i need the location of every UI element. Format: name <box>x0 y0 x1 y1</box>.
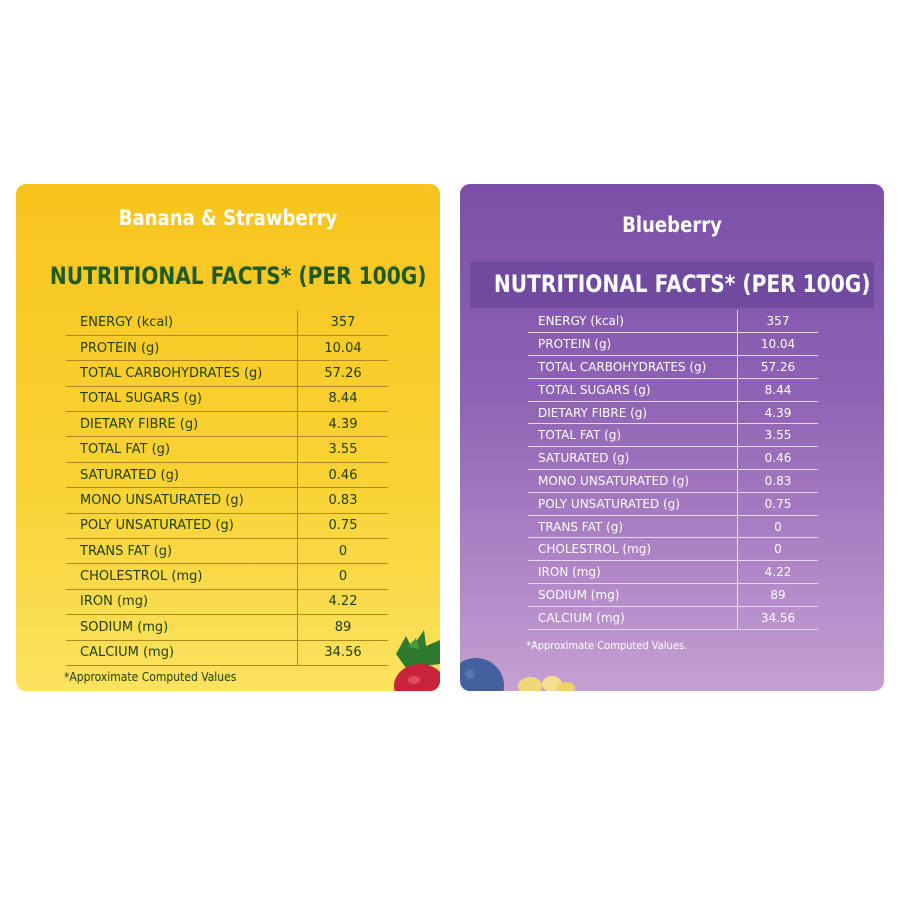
nutrient-label: CHOLESTROL (mg) <box>528 537 738 562</box>
footnote: *Approximate Computed Values. <box>526 639 688 652</box>
nutrient-label: MONO UNSATURATED (g) <box>66 487 298 514</box>
nutrient-value: 0.83 <box>297 487 388 514</box>
nutrient-label: PROTEIN (g) <box>528 332 738 357</box>
nutrient-label: CALCIUM (mg) <box>66 640 298 666</box>
table-row: ENERGY (kcal) 357 <box>66 310 388 336</box>
nutrient-value: 4.22 <box>297 589 388 616</box>
nutrient-value: 0 <box>737 515 818 539</box>
nutrient-label: TOTAL SUGARS (g) <box>66 386 298 413</box>
table-row: SODIUM (mg) 89 <box>528 583 818 607</box>
table-row: POLY UNSATURATED (g) 0.75 <box>528 492 818 516</box>
nutrition-table: ENERGY (kcal) 357 PROTEIN (g) 10.04 TOTAL CA… <box>528 310 818 630</box>
table-row: POLY UNSATURATED (g) 0.75 <box>66 513 388 540</box>
table-row: TOTAL FAT (g) 3.55 <box>528 423 818 448</box>
blueberry-icon <box>460 658 504 691</box>
nutrient-value: 57.26 <box>737 355 818 379</box>
strawberry-icon <box>394 630 440 691</box>
nutrient-label: SATURATED (g) <box>66 462 298 489</box>
table-row: SATURATED (g) 0.46 <box>66 462 388 489</box>
card-title: Blueberry <box>622 213 722 237</box>
table-row: IRON (mg) 4.22 <box>528 560 818 585</box>
nutrient-value: 89 <box>297 614 388 641</box>
nutrient-value: 3.55 <box>737 423 818 448</box>
nutrient-value: 89 <box>737 583 818 607</box>
nutrient-label: DIETARY FIBRE (g) <box>528 401 738 425</box>
nutrition-heading: NUTRITIONAL FACTS* (PER 100G) <box>49 262 427 290</box>
nutrient-label: ENERGY (kcal) <box>528 310 738 334</box>
table-row: TOTAL FAT (g) 3.55 <box>66 436 388 463</box>
nutrient-value: 4.39 <box>737 401 818 425</box>
nutrient-value: 0 <box>297 563 388 590</box>
footnote: *Approximate Computed Values <box>64 670 237 684</box>
table-row: PROTEIN (g) 10.04 <box>66 335 388 362</box>
nutrient-value: 10.04 <box>297 335 388 362</box>
nutrient-label: TRANS FAT (g) <box>66 538 298 565</box>
nutrient-value: 0 <box>297 538 388 565</box>
table-row: CHOLESTROL (mg) 0 <box>528 537 818 562</box>
nutrient-label: TOTAL FAT (g) <box>66 436 298 463</box>
card-title: Banana & Strawberry <box>118 206 338 230</box>
nutrient-label: ENERGY (kcal) <box>66 310 298 336</box>
nutrient-value: 8.44 <box>737 378 818 402</box>
nutrient-value: 0.75 <box>737 492 818 516</box>
cereal-puff-icon <box>518 676 575 691</box>
nutrient-label: SODIUM (mg) <box>66 614 298 641</box>
nutrient-value: 3.55 <box>297 436 388 463</box>
nutrient-value: 8.44 <box>297 386 388 413</box>
nutrient-label: TOTAL FAT (g) <box>528 423 738 448</box>
nutrient-value: 0.83 <box>737 469 818 493</box>
nutrient-label: CHOLESTROL (mg) <box>66 563 298 590</box>
nutrient-label: TOTAL CARBOHYDRATES (g) <box>66 360 298 387</box>
nutrient-label: POLY UNSATURATED (g) <box>528 492 738 516</box>
nutrient-label: SODIUM (mg) <box>528 583 738 607</box>
nutrient-label: CALCIUM (mg) <box>528 606 738 630</box>
table-row: TOTAL CARBOHYDRATES (g) 57.26 <box>66 360 388 387</box>
nutrient-value: 57.26 <box>297 360 388 387</box>
nutrient-value: 4.22 <box>737 560 818 585</box>
table-row: MONO UNSATURATED (g) 0.83 <box>528 469 818 493</box>
table-row: CHOLESTROL (mg) 0 <box>66 563 388 590</box>
table-row: SODIUM (mg) 89 <box>66 614 388 641</box>
nutrient-value: 34.56 <box>737 606 818 630</box>
banana-strawberry-card: Banana & Strawberry NUTRITIONAL FACTS* (… <box>16 184 440 691</box>
table-row: TRANS FAT (g) 0 <box>66 538 388 565</box>
table-row: DIETARY FIBRE (g) 4.39 <box>66 411 388 438</box>
nutrient-label: TRANS FAT (g) <box>528 515 738 539</box>
table-row: TOTAL CARBOHYDRATES (g) 57.26 <box>528 355 818 379</box>
table-row: MONO UNSATURATED (g) 0.83 <box>66 487 388 514</box>
table-row: DIETARY FIBRE (g) 4.39 <box>528 401 818 425</box>
table-row: IRON (mg) 4.22 <box>66 589 388 616</box>
nutrient-label: POLY UNSATURATED (g) <box>66 513 298 540</box>
table-row: PROTEIN (g) 10.04 <box>528 332 818 357</box>
nutrient-label: SATURATED (g) <box>528 446 738 471</box>
nutrient-value: 0.46 <box>297 462 388 489</box>
table-row: TOTAL SUGARS (g) 8.44 <box>528 378 818 402</box>
table-row: CALCIUM (mg) 34.56 <box>66 640 388 666</box>
nutrition-heading: NUTRITIONAL FACTS* (PER 100G) <box>493 270 871 298</box>
table-row: TRANS FAT (g) 0 <box>528 515 818 539</box>
nutrient-label: DIETARY FIBRE (g) <box>66 411 298 438</box>
nutrient-value: 10.04 <box>737 332 818 357</box>
nutrient-label: IRON (mg) <box>66 589 298 616</box>
nutrient-label: TOTAL CARBOHYDRATES (g) <box>528 355 738 379</box>
nutrient-value: 0.46 <box>737 446 818 471</box>
nutrient-label: TOTAL SUGARS (g) <box>528 378 738 402</box>
nutrition-table: ENERGY (kcal) 357 PROTEIN (g) 10.04 TOTAL CA… <box>66 310 388 666</box>
nutrient-value: 4.39 <box>297 411 388 438</box>
table-row: SATURATED (g) 0.46 <box>528 446 818 471</box>
nutrient-value: 357 <box>737 310 818 334</box>
nutrient-label: MONO UNSATURATED (g) <box>528 469 738 493</box>
blueberry-card: Blueberry NUTRITIONAL FACTS* (PER 100G) … <box>460 184 884 691</box>
nutrient-value: 0.75 <box>297 513 388 540</box>
table-row: ENERGY (kcal) 357 <box>528 310 818 334</box>
table-row: TOTAL SUGARS (g) 8.44 <box>66 386 388 413</box>
table-row: CALCIUM (mg) 34.56 <box>528 606 818 630</box>
nutrient-value: 0 <box>737 537 818 562</box>
nutrient-value: 357 <box>297 310 388 336</box>
nutrient-value: 34.56 <box>297 640 388 666</box>
heading-band <box>470 262 874 308</box>
nutrient-label: PROTEIN (g) <box>66 335 298 362</box>
nutrient-label: IRON (mg) <box>528 560 738 585</box>
